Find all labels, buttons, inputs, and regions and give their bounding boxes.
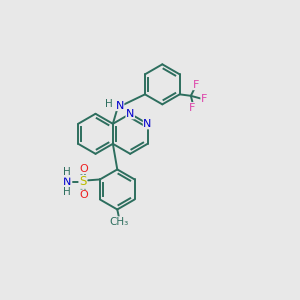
Text: O: O	[79, 164, 88, 173]
Text: CH₃: CH₃	[109, 217, 128, 227]
Text: F: F	[189, 103, 196, 112]
Text: H: H	[105, 99, 112, 109]
Text: F: F	[201, 94, 207, 104]
Text: N: N	[116, 100, 124, 110]
Text: N: N	[143, 119, 152, 129]
Text: F: F	[193, 80, 200, 90]
Text: N: N	[126, 109, 134, 119]
Text: H: H	[63, 187, 71, 196]
Text: H: H	[63, 167, 71, 177]
Text: S: S	[79, 175, 87, 188]
Text: O: O	[79, 190, 88, 200]
Text: N: N	[63, 177, 72, 187]
